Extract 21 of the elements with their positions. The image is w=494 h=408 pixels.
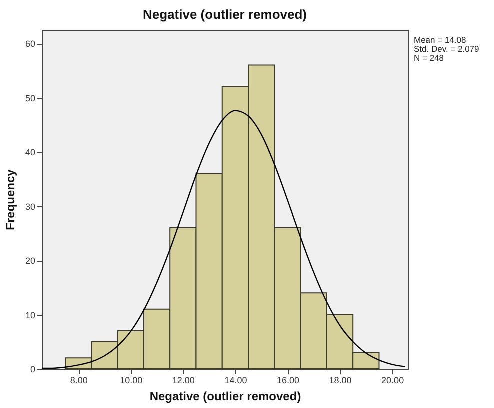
chart-title: Negative (outlier removed) (143, 7, 307, 22)
y-tick-label: 10 (25, 310, 36, 320)
x-tick-label: 20.00 (382, 376, 404, 386)
y-tick-label: 60 (25, 39, 36, 50)
y-tick-label: 0 (30, 364, 36, 374)
y-axis-title: Frequency (3, 169, 18, 230)
x-tick-label: 14.00 (224, 376, 248, 386)
x-tick-label: 16.00 (276, 376, 300, 386)
x-tick-label: 18.00 (329, 376, 352, 386)
y-tick-label: 40 (25, 148, 36, 158)
text: Mean = 14.08 (414, 35, 466, 45)
line-series (42, 110, 406, 369)
x-tick-label: 10.00 (120, 376, 143, 386)
text: N = 248 (414, 53, 444, 63)
y-tick-label: 30 (25, 202, 36, 212)
y-tick-label: 50 (25, 93, 36, 104)
y-tick-label: 20 (25, 256, 36, 266)
x-tick-label: 12.00 (172, 376, 195, 386)
x-tick-label: 8.00 (70, 376, 88, 386)
x-axis-title: Negative (outlier removed) (150, 390, 302, 404)
text: Std. Dev. = 2.079 (414, 44, 480, 54)
